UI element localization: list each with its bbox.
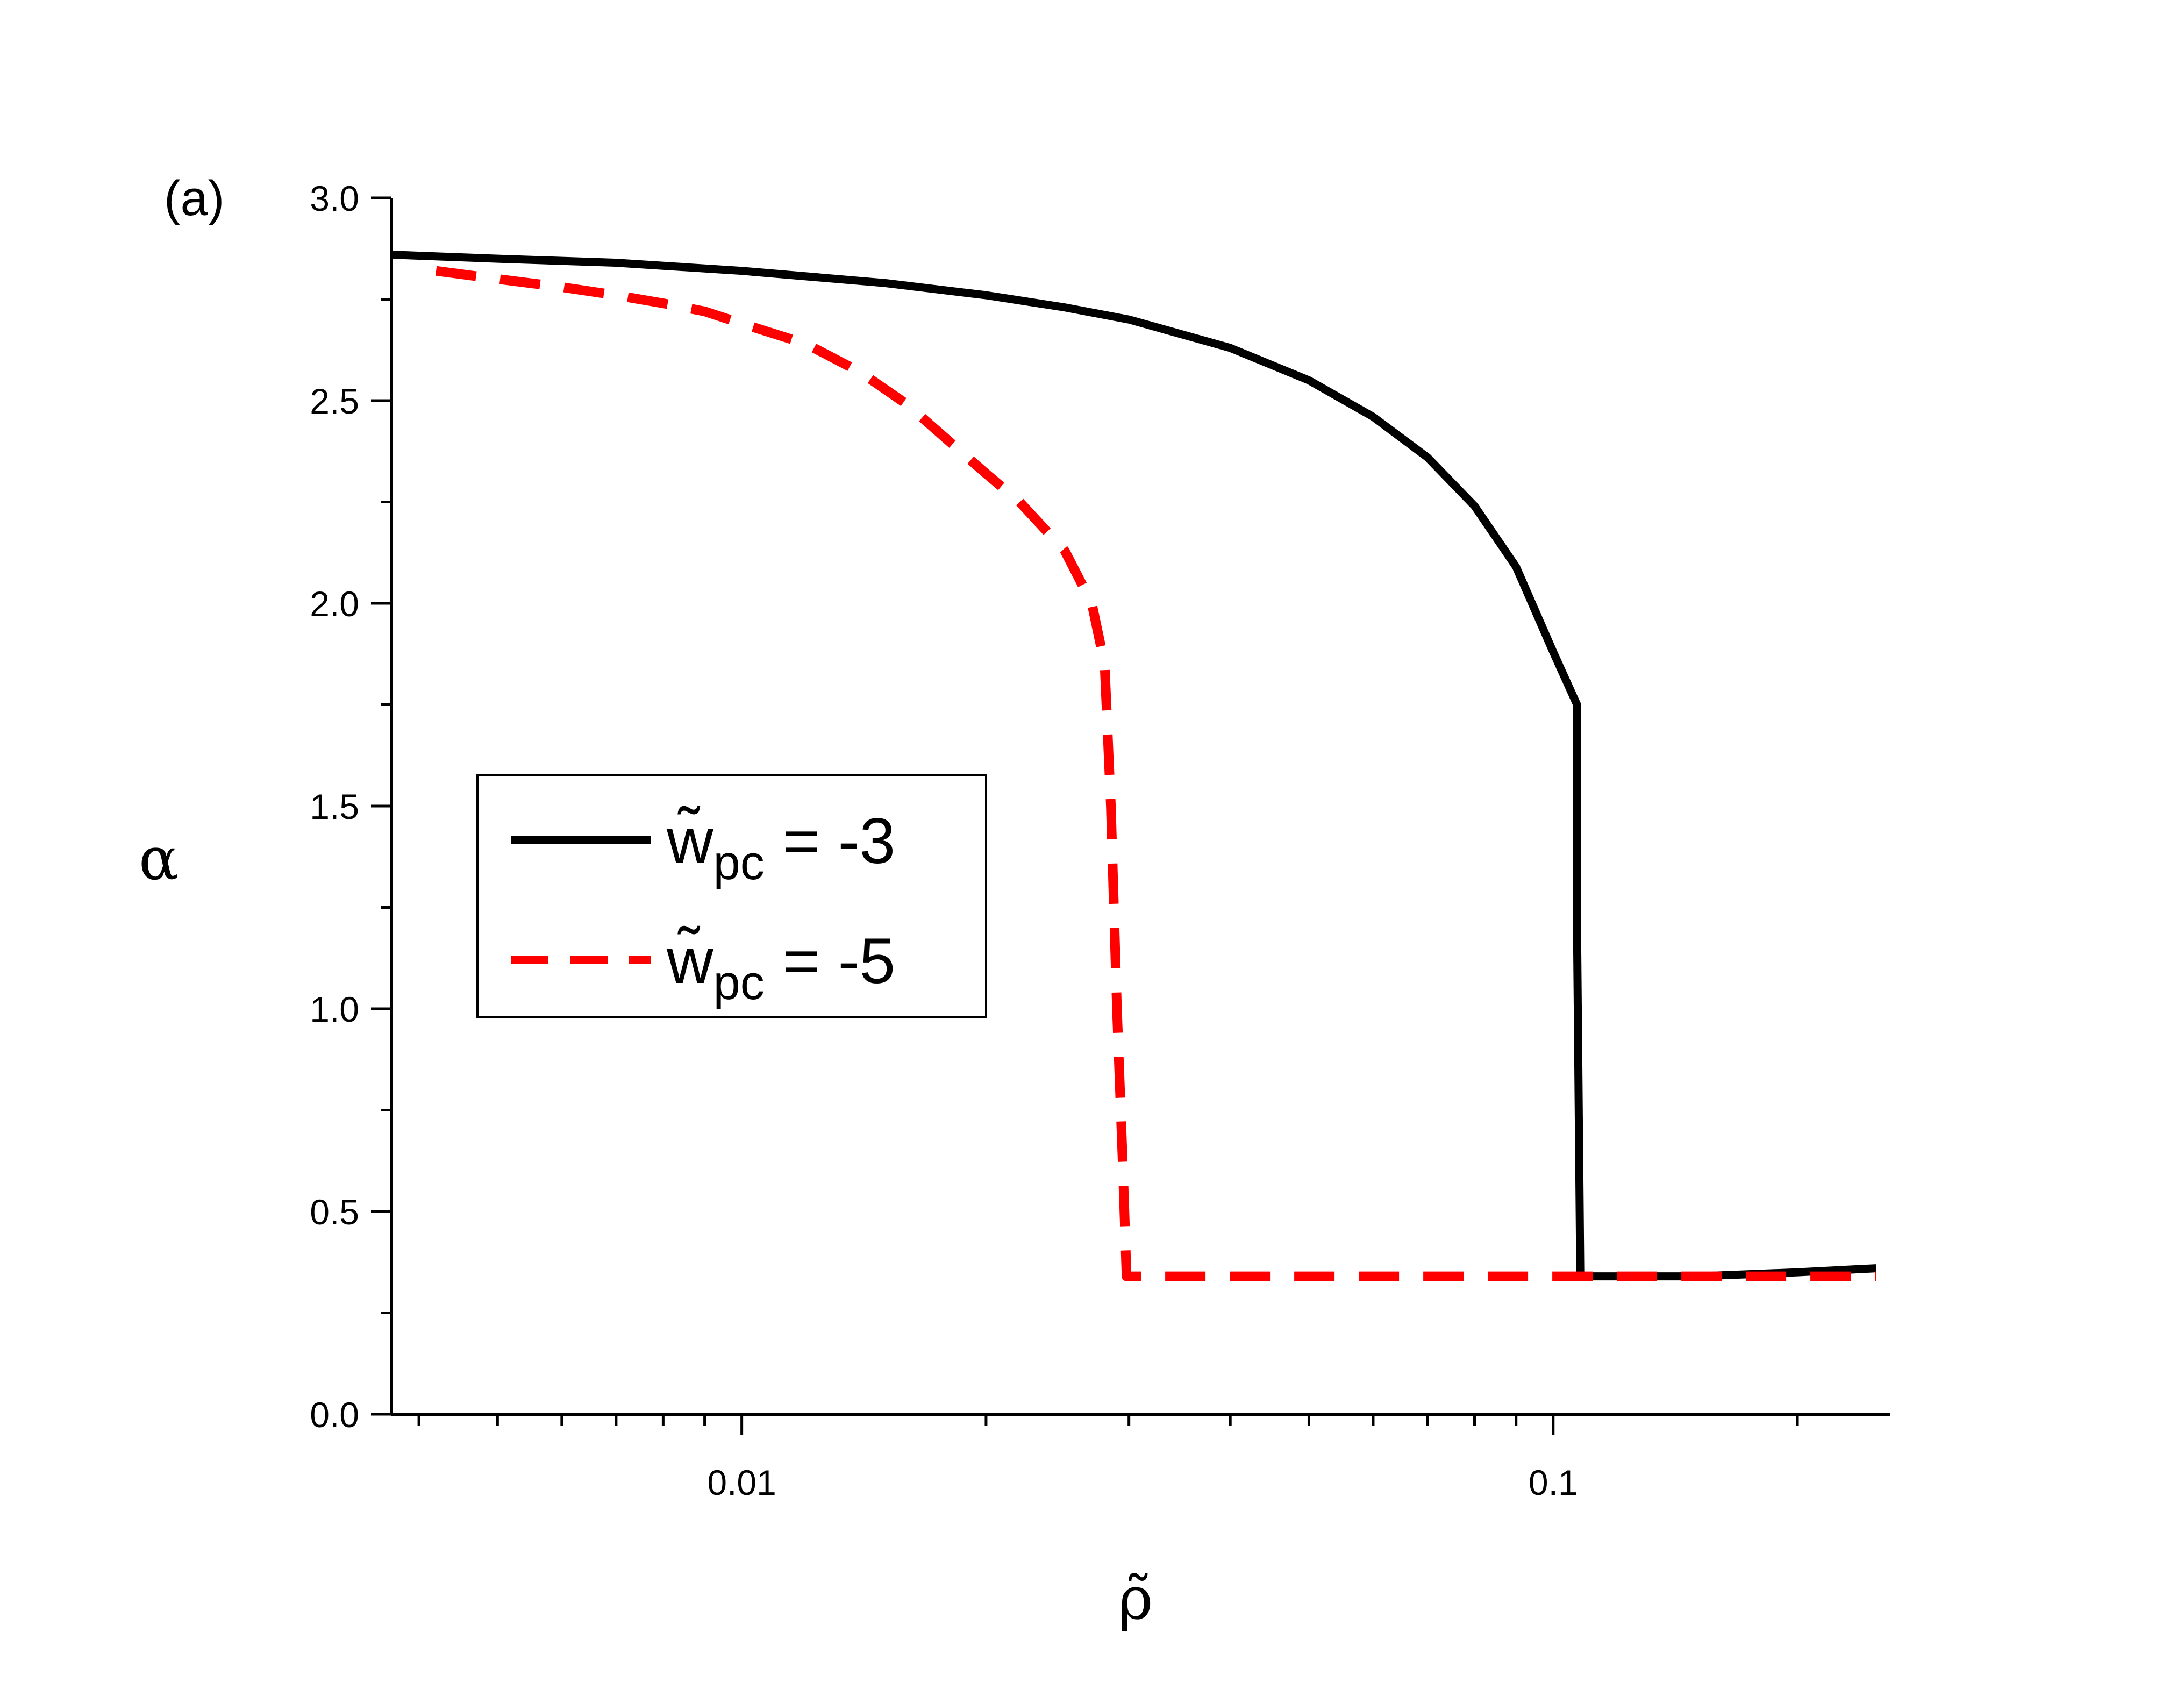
y-tick-label-2: 1.0 (310, 989, 359, 1029)
y-tick-label-0: 0.0 (310, 1395, 359, 1435)
legend-box (476, 774, 987, 1018)
y-tick-label-1: 0.5 (310, 1192, 359, 1232)
legend-value-series-1: = -3 (765, 805, 895, 877)
legend-sub-series-2: pc (713, 956, 765, 1010)
legend-label-series-1: w̃pc = -3 (666, 805, 895, 890)
y-tick-label-3: 1.5 (310, 787, 359, 826)
panel-label: (a) (164, 171, 224, 226)
legend-label-series-2: w̃pc = -5 (666, 925, 895, 1010)
x-tick-label-0: 0.01 (707, 1463, 776, 1502)
legend: w̃pc = -3 w̃pc = -5 (476, 774, 987, 1018)
legend-main-series-1: w̃ (666, 805, 713, 877)
y-tick-label-4: 2.0 (310, 584, 359, 624)
series-line-1 (391, 251, 1876, 1281)
x-tick-label-1: 0.1 (1529, 1463, 1578, 1502)
legend-sub-series-1: pc (713, 836, 765, 890)
y-tick-label-5: 2.5 (310, 381, 359, 421)
ticks: 0.0 0.5 1.0 1.5 2.0 2.5 3.0 0.01 0.1 (310, 179, 1799, 1502)
y-axis-label: α (139, 824, 179, 893)
legend-value-series-2: = -5 (765, 925, 895, 997)
series-line-2 (435, 266, 1876, 1281)
legend-main-series-2: w̃ (666, 925, 713, 997)
y-tick-label-6: 3.0 (310, 179, 359, 218)
x-axis-label: ρ̃ (1118, 1564, 1153, 1633)
plot-marks (391, 251, 1876, 1281)
